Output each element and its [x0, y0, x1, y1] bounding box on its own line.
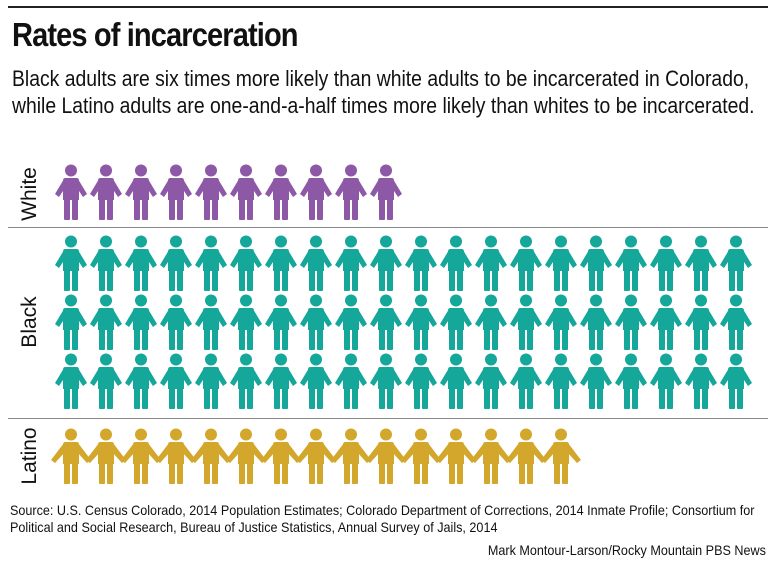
- top-rule: [8, 6, 768, 8]
- person-icon: [370, 353, 402, 409]
- person-icon: [261, 428, 301, 484]
- person-icon: [475, 353, 507, 409]
- person-icon: [471, 428, 511, 484]
- person-icon: [685, 353, 717, 409]
- person-icon: [541, 428, 581, 484]
- person-icon: [230, 235, 262, 291]
- person-icon: [265, 294, 297, 350]
- person-icon: [331, 428, 371, 484]
- person-icon: [510, 235, 542, 291]
- person-icon: [335, 164, 367, 220]
- person-icon: [160, 353, 192, 409]
- divider: [8, 227, 768, 228]
- person-icon: [125, 353, 157, 409]
- person-icon: [195, 235, 227, 291]
- person-icon: [615, 353, 647, 409]
- person-icon: [405, 235, 437, 291]
- person-icon: [405, 353, 437, 409]
- person-icon: [90, 235, 122, 291]
- person-icon: [90, 353, 122, 409]
- person-icon: [545, 235, 577, 291]
- person-icon: [440, 235, 472, 291]
- person-icon: [650, 294, 682, 350]
- person-icon: [195, 294, 227, 350]
- person-icon: [125, 294, 157, 350]
- person-icon: [720, 294, 752, 350]
- person-icon: [510, 294, 542, 350]
- person-icon: [265, 235, 297, 291]
- category-label-white: White: [18, 167, 41, 221]
- person-icon: [335, 235, 367, 291]
- person-icon: [366, 428, 406, 484]
- person-icon: [55, 164, 87, 220]
- person-icon: [720, 353, 752, 409]
- person-icon: [405, 294, 437, 350]
- person-icon: [90, 294, 122, 350]
- person-icon: [580, 294, 612, 350]
- person-icon: [160, 164, 192, 220]
- person-icon: [475, 235, 507, 291]
- person-icon: [436, 428, 476, 484]
- person-icon: [335, 294, 367, 350]
- person-icon: [440, 353, 472, 409]
- category-label-latino: Latino: [18, 427, 41, 485]
- person-icon: [300, 294, 332, 350]
- chart-subtitle: Black adults are six times more likely t…: [12, 66, 755, 118]
- person-icon: [440, 294, 472, 350]
- person-icon: [300, 235, 332, 291]
- person-icon: [195, 164, 227, 220]
- person-icon: [545, 353, 577, 409]
- person-icon: [230, 353, 262, 409]
- source-note: Source: U.S. Census Colorado, 2014 Popul…: [10, 502, 755, 535]
- person-icon: [615, 235, 647, 291]
- person-icon: [55, 353, 87, 409]
- person-icon: [370, 164, 402, 220]
- person-icon: [370, 235, 402, 291]
- person-icon: [545, 294, 577, 350]
- person-icon: [51, 428, 91, 484]
- person-icon: [300, 164, 332, 220]
- person-icon: [195, 353, 227, 409]
- person-icon: [90, 164, 122, 220]
- person-icon: [191, 428, 231, 484]
- person-icon: [156, 428, 196, 484]
- credit: Mark Montour-Larson/Rocky Mountain PBS N…: [487, 542, 766, 558]
- person-icon: [650, 353, 682, 409]
- person-icon: [230, 294, 262, 350]
- person-icon: [300, 353, 332, 409]
- person-icon: [160, 294, 192, 350]
- person-icon: [226, 428, 266, 484]
- person-icon: [265, 164, 297, 220]
- person-icon: [475, 294, 507, 350]
- chart-title: Rates of incarceration: [12, 16, 299, 53]
- person-icon: [335, 353, 367, 409]
- person-icon: [160, 235, 192, 291]
- category-label-black: Black: [18, 296, 41, 348]
- person-icon: [370, 294, 402, 350]
- person-icon: [720, 235, 752, 291]
- person-icon: [265, 353, 297, 409]
- person-icon: [296, 428, 336, 484]
- person-icon: [230, 164, 262, 220]
- person-icon: [401, 428, 441, 484]
- person-icon: [55, 235, 87, 291]
- person-icon: [55, 294, 87, 350]
- person-icon: [615, 294, 647, 350]
- person-icon: [125, 235, 157, 291]
- person-icon: [580, 235, 612, 291]
- person-icon: [580, 353, 612, 409]
- person-icon: [510, 353, 542, 409]
- person-icon: [685, 294, 717, 350]
- divider: [8, 418, 768, 419]
- person-icon: [506, 428, 546, 484]
- person-icon: [121, 428, 161, 484]
- person-icon: [685, 235, 717, 291]
- person-icon: [650, 235, 682, 291]
- person-icon: [86, 428, 126, 484]
- person-icon: [125, 164, 157, 220]
